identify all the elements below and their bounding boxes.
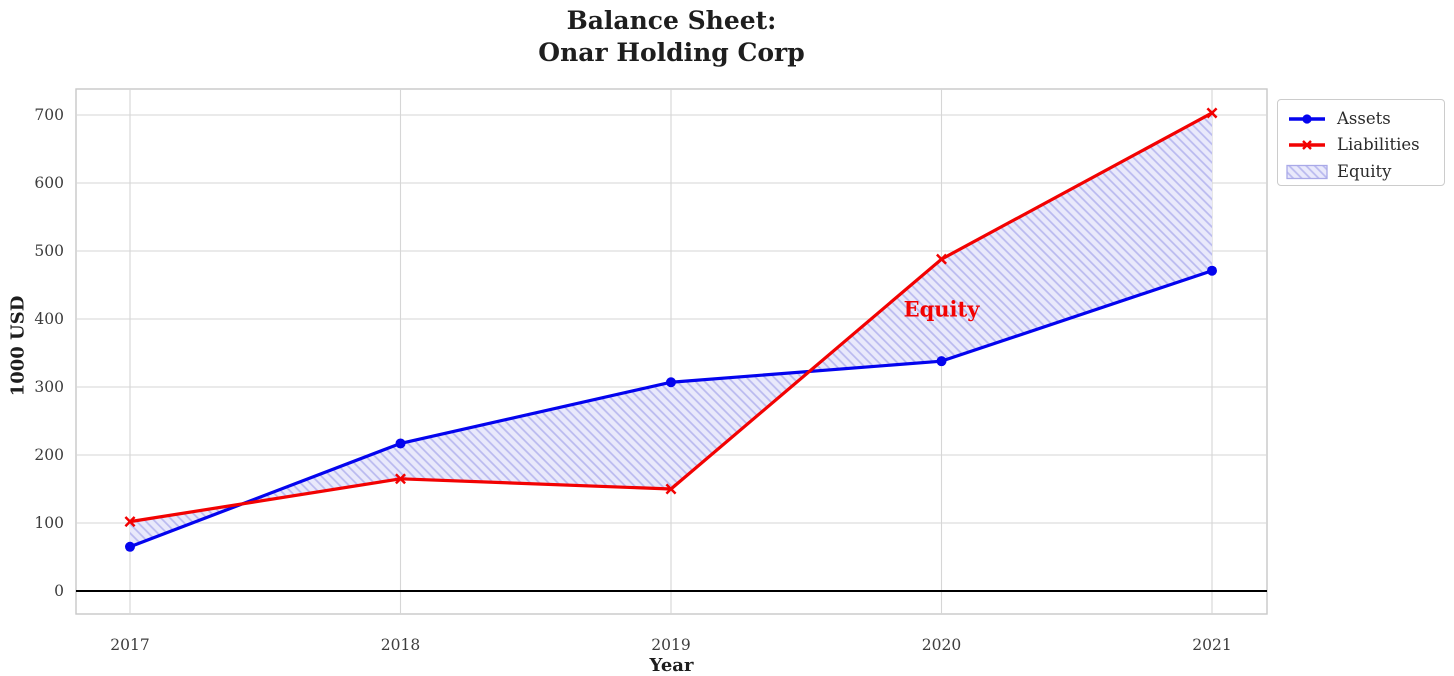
legend-label-equity: Equity: [1337, 161, 1392, 181]
x-tick-label: 2017: [110, 636, 150, 654]
assets-marker: [1207, 265, 1217, 276]
y-tick-label: 500: [34, 242, 64, 260]
equity-area: [130, 112, 1212, 547]
blue-line-circle-marker-icon: [1289, 114, 1325, 124]
x-tick-label: 2021: [1192, 636, 1232, 654]
liabilities-marker: [936, 253, 947, 265]
chart-title: Balance Sheet: Onar Holding Corp: [76, 5, 1267, 69]
y-tick-label: 0: [54, 582, 64, 600]
y-tick-label: 200: [34, 446, 64, 464]
liabilities-marker: [124, 516, 136, 528]
hatched-patch-icon: [1286, 164, 1328, 179]
legend: Assets Liabilities Equity: [1277, 99, 1445, 186]
y-tick-label: 700: [34, 106, 64, 124]
legend-label-liabilities: Liabilities: [1337, 135, 1420, 155]
assets-marker: [936, 356, 947, 367]
y-tick-label: 100: [34, 514, 64, 532]
y-axis-label: 1000 USD: [7, 295, 29, 397]
legend-row-equity: Equity: [1278, 159, 1444, 185]
liabilities-marker: [1206, 107, 1218, 119]
liabilities-marker: [395, 473, 406, 485]
x-axis-label: Year: [649, 655, 694, 676]
chart-title-line-2: Onar Holding Corp: [538, 38, 805, 67]
y-tick-label: 300: [34, 378, 64, 396]
legend-row-assets: Assets: [1278, 106, 1444, 132]
assets-marker: [395, 438, 406, 449]
legend-label-assets: Assets: [1337, 109, 1391, 129]
liabilities-marker: [665, 483, 677, 495]
chart-title-line-1: Balance Sheet:: [566, 6, 777, 35]
assets-marker: [666, 377, 676, 388]
x-tick-label: 2020: [921, 636, 962, 654]
red-line-x-marker-icon: [1289, 140, 1325, 151]
y-tick-label: 400: [34, 310, 64, 328]
equity-annotation: Equity: [903, 296, 980, 322]
x-tick-label: 2019: [651, 636, 691, 654]
x-tick-label: 2018: [380, 636, 421, 654]
legend-row-liabilities: Liabilities: [1278, 132, 1444, 158]
y-tick-label: 600: [34, 174, 64, 192]
assets-marker: [125, 541, 135, 552]
